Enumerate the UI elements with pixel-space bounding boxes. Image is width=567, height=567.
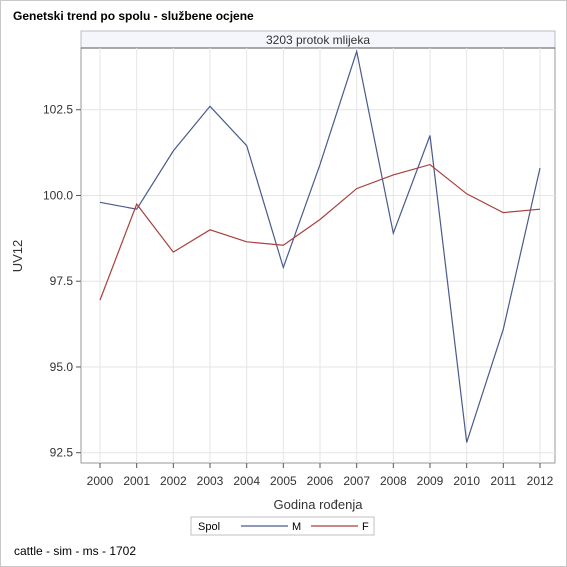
x-tick-label: 2001 bbox=[123, 474, 150, 488]
x-tick-label: 2004 bbox=[233, 474, 260, 488]
y-tick-label: 102.5 bbox=[43, 103, 73, 117]
x-tick-label: 2009 bbox=[417, 474, 444, 488]
y-tick-label: 100.0 bbox=[43, 188, 73, 202]
series-lines bbox=[99, 49, 541, 443]
x-tick-label: 2002 bbox=[160, 474, 187, 488]
x-tick-label: 2008 bbox=[380, 474, 407, 488]
y-tick-label: 95.0 bbox=[50, 360, 74, 374]
legend-label-F: F bbox=[362, 521, 369, 533]
x-tick-label: 2000 bbox=[87, 474, 114, 488]
y-axis-label: UV12 bbox=[10, 240, 25, 273]
legend-title: Spol bbox=[198, 521, 220, 533]
x-tick-label: 2011 bbox=[490, 474, 516, 488]
x-tick-label: 2005 bbox=[270, 474, 297, 488]
footnote: cattle - sim - ms - 1702 bbox=[14, 544, 137, 558]
x-tick-label: 2010 bbox=[453, 474, 480, 488]
x-tick-label: 2006 bbox=[307, 474, 334, 488]
y-tick-label: 97.5 bbox=[50, 274, 74, 288]
x-tick-label: 2003 bbox=[197, 474, 224, 488]
plot-area bbox=[80, 47, 556, 464]
chart-title: Genetski trend po spolu - službene ocjen… bbox=[13, 9, 254, 23]
legend: Spol M F bbox=[190, 516, 375, 536]
x-axis-label: Godina rođenja bbox=[274, 497, 364, 512]
series-line-F bbox=[99, 163, 541, 301]
legend-label-M: M bbox=[292, 521, 301, 533]
x-axis: 2000 2001 2002 2003 2004 2005 2006 2007 2008 2009… bbox=[87, 463, 554, 488]
x-tick-label: 2012 bbox=[527, 474, 554, 488]
series-line-M bbox=[99, 49, 541, 443]
x-tick-label: 2007 bbox=[343, 474, 370, 488]
y-axis: 92.5 95.0 97.5 100.0 102.5 bbox=[43, 103, 81, 460]
y-tick-label: 92.5 bbox=[50, 446, 74, 460]
gridlines bbox=[81, 48, 555, 463]
panel-header: 3203 protok mlijeka bbox=[266, 33, 370, 47]
